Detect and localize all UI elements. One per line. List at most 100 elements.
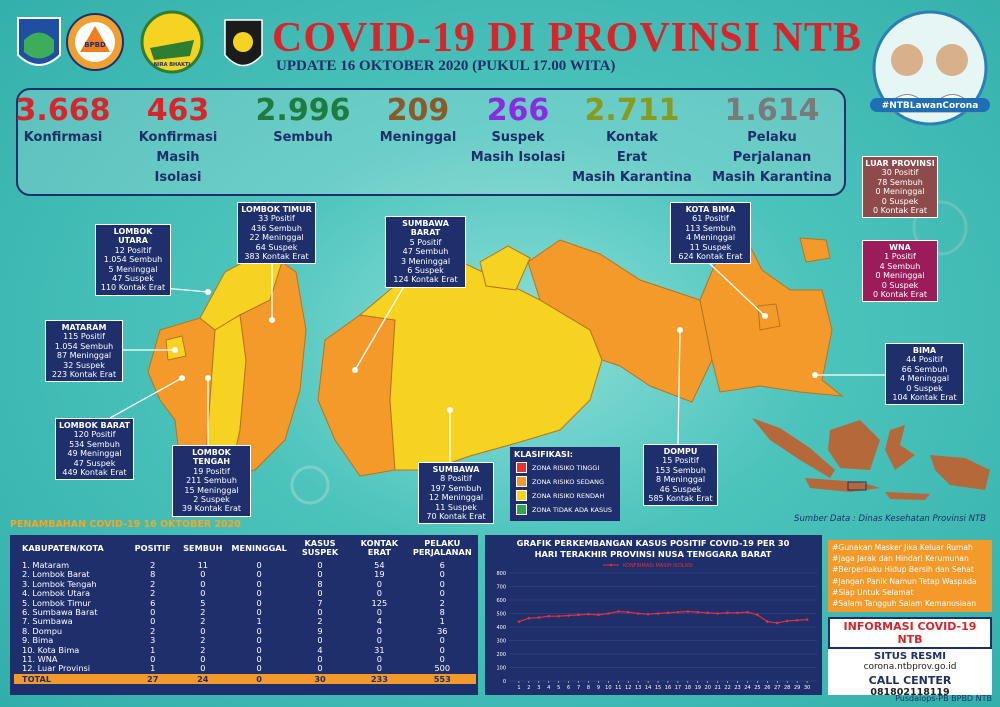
table-cell: 2 — [150, 625, 156, 636]
table-cell: 2 — [200, 616, 206, 627]
series-point — [636, 612, 640, 615]
stat-label: Sembuh — [273, 130, 333, 145]
series-point — [557, 614, 560, 618]
pointer-dot — [762, 313, 768, 319]
pointer-dot — [179, 375, 185, 381]
x-tick-label: 20 — [705, 685, 711, 691]
table-cell: 6 — [150, 597, 156, 608]
series-point — [547, 614, 551, 618]
series-point — [527, 616, 531, 620]
x-tick-label: 19 — [695, 685, 701, 691]
table-row: 3. Lombok Tengah 2 0 0 8 0 0 — [14, 578, 476, 589]
stat-label: Perjalanan — [732, 150, 812, 165]
table-cell: 6. Sumbawa Barat — [22, 607, 98, 618]
stat-label: Suspek — [491, 130, 545, 145]
y-tick-label: 600 — [496, 598, 506, 604]
pointer-dot — [677, 327, 683, 333]
series-point — [805, 618, 809, 621]
region-name: WNA — [889, 243, 911, 252]
region-stat: 66 Sembuh — [901, 364, 948, 374]
region-stat: 624 Kontak Erat — [678, 252, 743, 262]
series-point — [775, 621, 779, 625]
x-tick-label: 25 — [754, 685, 760, 691]
table-cell: 0 — [256, 569, 262, 580]
pointer-line — [707, 261, 766, 317]
region-box: LOMBOK BARAT 120 Positif 534 Sembuh 49 Meni… — [55, 418, 134, 481]
region-stat: 19 Positif — [193, 466, 230, 476]
pointer-dot — [269, 317, 275, 323]
table-row: 10. Kota Bima 1 2 0 4 31 0 — [14, 644, 476, 655]
region-name: LOMBOK BARAT — [59, 421, 130, 430]
table-cell: 7 — [317, 597, 323, 608]
column-header: MENINGGAL — [228, 535, 290, 561]
table-panel: KABUPATEN/KOTA POSITIF SEMBUH MENINGGAL KASU… — [10, 535, 478, 695]
x-tick-label: 10 — [605, 685, 611, 691]
region-stat: 1.054 Sembuh — [103, 255, 163, 265]
table-cell: 1. Mataram — [22, 560, 70, 570]
series-point — [736, 611, 739, 615]
table-cell: 0 — [256, 625, 262, 636]
x-tick-label: 26 — [764, 685, 770, 691]
region-stat: 197 Sembuh — [430, 483, 482, 493]
column-header-line: MENINGGAL — [231, 542, 287, 553]
region-stat: 436 Sembuh — [251, 223, 302, 233]
region-box: LOMBOK TIMUR 33 Positif 436 Sembuh 22 Menin… — [237, 202, 316, 265]
legend-item: ZONA RISIKO SEDANG — [516, 476, 614, 487]
y-tick-label: 800 — [496, 571, 506, 577]
info-title: INFORMASI COVID-19 NTB — [828, 617, 992, 649]
region-name: SUMBAWA BARAT — [402, 219, 449, 238]
stat-label: Meninggal — [379, 130, 457, 145]
table-cell: 233 — [350, 673, 409, 684]
x-tick-label: 9 — [597, 685, 600, 691]
x-tick-label: 21 — [714, 685, 720, 691]
region-name: LOMBOK UTARA — [113, 227, 153, 246]
region-stat: 78 Sembuh — [877, 177, 923, 187]
legend-item: ZONA TIDAK ADA KASUS — [516, 504, 614, 515]
series-point — [666, 611, 670, 615]
region-stat: 8 Positif — [440, 474, 472, 484]
region-stat: 1 Positif — [884, 252, 916, 262]
region-box: LOMBOK UTARA 12 Positif 1.054 Sembuh 5 Meni… — [95, 224, 171, 296]
stat-value: 3.668 — [15, 93, 111, 128]
indonesia-map — [752, 418, 990, 500]
region-stat: 61 Positif — [692, 214, 729, 224]
stat-value: 209 — [386, 93, 450, 128]
table-cell: 0 — [439, 635, 445, 646]
x-tick-label: 23 — [734, 685, 740, 691]
table-cell: 2 — [439, 597, 445, 608]
table-cell: 1 — [256, 616, 262, 627]
stat-label: Masih Karantina — [572, 170, 692, 185]
map-region — [317, 314, 396, 477]
stat-label: Masih Karantina — [712, 170, 832, 185]
region-stat: 3 Meninggal — [400, 256, 451, 266]
hashtag: #NTBLawanCorona — [882, 101, 979, 111]
region-box: LOMBOK TENGAH 19 Positif 211 Sembuh 15 Meni… — [172, 445, 251, 517]
series-point — [756, 613, 759, 617]
region-box: DOMPU 15 Positif 153 Sembuh 8 Meninggal 46 S… — [643, 444, 718, 507]
column-header-line: ERAT — [367, 547, 391, 557]
stat-value: 2.996 — [255, 93, 351, 128]
table-cell: 2 — [150, 560, 156, 570]
y-tick-label: 200 — [496, 652, 506, 658]
stats-panel: 3.668 Konfirmasi 463 Konfirmasi Masih Isolasi… — [16, 88, 846, 196]
region-stat: 5 Positif — [409, 237, 442, 247]
region-stat: 4 Meninggal — [899, 374, 950, 384]
region-stat: 6 Suspek — [407, 266, 444, 276]
region-stat: 44 Positif — [906, 355, 943, 365]
table-cell: 0 — [439, 588, 445, 599]
table-cell: 54 — [374, 560, 385, 570]
region-stat: 5 Meninggal — [108, 264, 158, 274]
table-cell: 0 — [439, 578, 445, 589]
region-stat: 47 Suspek — [73, 458, 116, 468]
x-tick-label: 5 — [557, 685, 560, 691]
region-box: SUMBAWA 8 Positif 197 Sembuh 12 Meninggal 11… — [418, 462, 494, 525]
pointers — [109, 261, 885, 462]
legend-label: ZONA TIDAK ADA KASUS — [532, 505, 612, 514]
table-cell: 31 — [374, 644, 385, 655]
table-cell: 3. Lombok Tengah — [22, 578, 97, 589]
region-stat: 0 Suspek — [881, 280, 919, 290]
stat: 2.711 Kontak Erat Masih Karantina — [567, 94, 697, 188]
series-line — [518, 610, 808, 624]
table-cell: 0 — [200, 654, 206, 665]
